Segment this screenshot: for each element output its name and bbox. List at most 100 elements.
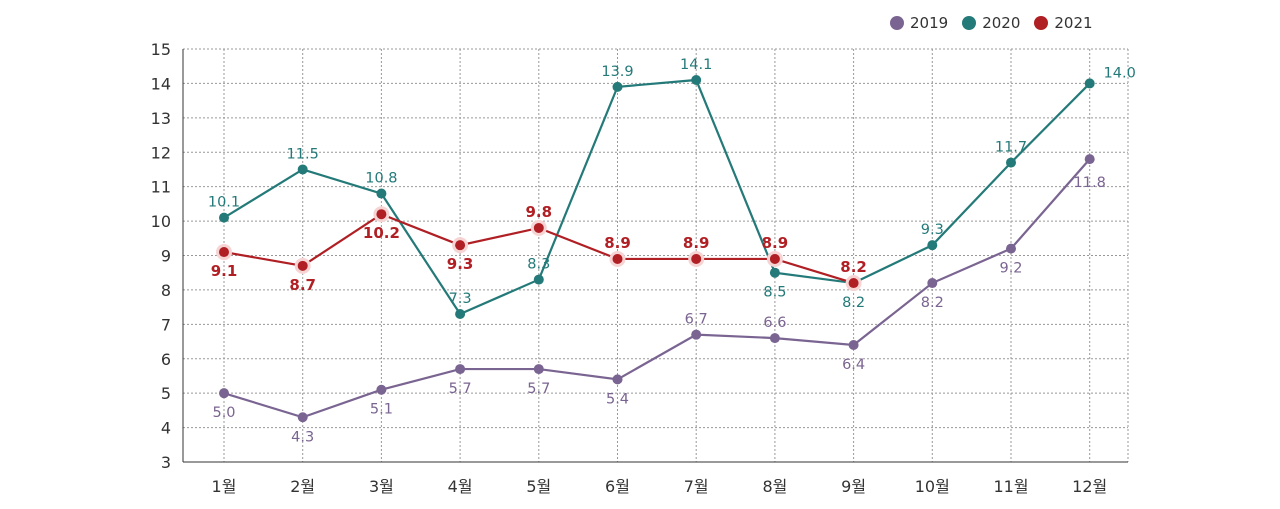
data-label: 10.2 xyxy=(363,224,400,242)
x-tick-label: 9월 xyxy=(841,477,866,496)
legend-item-2021: 2021 xyxy=(1034,14,1093,32)
data-point xyxy=(297,412,308,423)
legend-item-2020: 2020 xyxy=(962,14,1020,32)
y-tick-label: 14 xyxy=(151,74,171,93)
legend-swatch-2019 xyxy=(890,16,904,30)
data-label: 9.3 xyxy=(447,255,474,273)
data-label: 8.7 xyxy=(289,276,316,294)
series-line-2019 xyxy=(223,158,1091,419)
data-label: 8.2 xyxy=(921,295,944,311)
data-label: 7.3 xyxy=(449,291,472,307)
x-tick-label: 5월 xyxy=(526,477,551,496)
legend-label-2021: 2021 xyxy=(1054,14,1093,32)
data-point xyxy=(533,274,544,285)
y-tick-label: 7 xyxy=(161,315,171,334)
data-label: 11.5 xyxy=(287,146,319,162)
data-label: 5.0 xyxy=(212,405,235,421)
data-point xyxy=(769,253,780,264)
data-label: 14.0 xyxy=(1104,65,1136,81)
data-label: 8.9 xyxy=(762,234,789,252)
legend-label-2019: 2019 xyxy=(910,14,949,32)
data-point xyxy=(1006,243,1016,254)
y-tick-label: 6 xyxy=(161,350,171,369)
data-label: 8.9 xyxy=(683,234,710,252)
data-point xyxy=(691,253,702,264)
data-label: 9.3 xyxy=(921,222,944,238)
legend-item-2019: 2019 xyxy=(890,14,948,32)
data-point xyxy=(297,164,308,175)
data-point xyxy=(612,253,623,264)
y-tick-label: 8 xyxy=(161,281,171,300)
data-point xyxy=(769,267,780,278)
x-tick-label: 1월 xyxy=(212,477,237,496)
x-tick-label: 4월 xyxy=(448,477,473,496)
legend-swatch-2021 xyxy=(1034,16,1049,30)
data-point xyxy=(533,222,544,233)
data-label: 5.4 xyxy=(606,391,629,407)
x-tick-label: 10월 xyxy=(915,477,950,496)
x-tick-label: 7월 xyxy=(684,477,709,496)
data-label: 6.4 xyxy=(842,357,865,373)
x-tick-label: 8월 xyxy=(762,477,787,496)
data-point xyxy=(848,278,859,289)
series-lines xyxy=(216,74,1095,423)
data-point xyxy=(376,384,387,395)
legend: 2019 2020 2021 xyxy=(890,14,1093,32)
data-point xyxy=(691,74,702,85)
data-label: 9.2 xyxy=(999,261,1022,277)
data-point xyxy=(691,329,702,340)
data-label: 6.6 xyxy=(763,315,786,331)
data-point xyxy=(219,212,229,223)
data-point xyxy=(455,364,466,375)
legend-label-2020: 2020 xyxy=(982,14,1021,32)
y-tick-label: 11 xyxy=(151,178,171,197)
data-label: 9.1 xyxy=(211,262,238,280)
data-point xyxy=(297,260,308,271)
data-label: 8.5 xyxy=(763,285,786,301)
data-point xyxy=(1084,154,1095,165)
y-tick-label: 15 xyxy=(151,40,171,59)
axes: 3 4 5 6 7 8 9 10 11 12 13 14 15 1월 2월 3월 4월 5월 6월 7월 8월 9월 10월… xyxy=(151,40,1128,496)
x-tick-label: 3월 xyxy=(369,477,394,496)
data-label: 14.1 xyxy=(680,57,712,73)
data-label: 10.8 xyxy=(365,171,397,187)
data-point xyxy=(927,278,938,289)
data-label: 4.3 xyxy=(291,429,314,445)
series-line-2020 xyxy=(223,78,1091,316)
data-label: 10.1 xyxy=(208,195,240,211)
legend-swatch-2020 xyxy=(962,16,977,30)
data-label: 6.7 xyxy=(685,312,708,328)
data-point xyxy=(219,388,229,399)
data-point xyxy=(455,309,466,320)
data-point xyxy=(769,333,780,344)
data-point xyxy=(612,374,623,385)
data-point xyxy=(612,81,623,92)
y-tick-label: 13 xyxy=(151,109,171,128)
x-tick-label: 6월 xyxy=(605,477,630,496)
data-point xyxy=(219,247,229,258)
data-point xyxy=(1006,157,1016,168)
x-tick-label: 12월 xyxy=(1072,477,1107,496)
data-point xyxy=(533,364,544,375)
data-label: 5.7 xyxy=(527,381,550,397)
data-point xyxy=(927,240,938,251)
y-tick-label: 12 xyxy=(151,143,171,162)
data-label: 8.2 xyxy=(840,258,867,276)
y-tick-label: 9 xyxy=(161,247,171,266)
data-label: 8.3 xyxy=(527,257,550,273)
y-tick-label: 10 xyxy=(151,212,171,231)
data-label: 8.2 xyxy=(842,295,865,311)
y-tick-label: 5 xyxy=(161,384,171,403)
data-point xyxy=(376,188,387,199)
data-point xyxy=(848,339,859,350)
x-tick-label: 11월 xyxy=(993,477,1028,496)
data-label: 11.8 xyxy=(1074,175,1106,191)
data-label: 13.9 xyxy=(601,64,633,80)
grid-lines xyxy=(183,48,1129,462)
data-point xyxy=(455,240,466,251)
data-labels: 5.0 4.3 5.1 5.7 5.7 5.4 6.7 6.6 6.4 8.2 9.2 11.8 10.… xyxy=(208,57,1136,445)
y-tick-label: 3 xyxy=(161,453,171,472)
data-label: 9.8 xyxy=(526,203,553,221)
data-label: 5.1 xyxy=(370,402,393,418)
